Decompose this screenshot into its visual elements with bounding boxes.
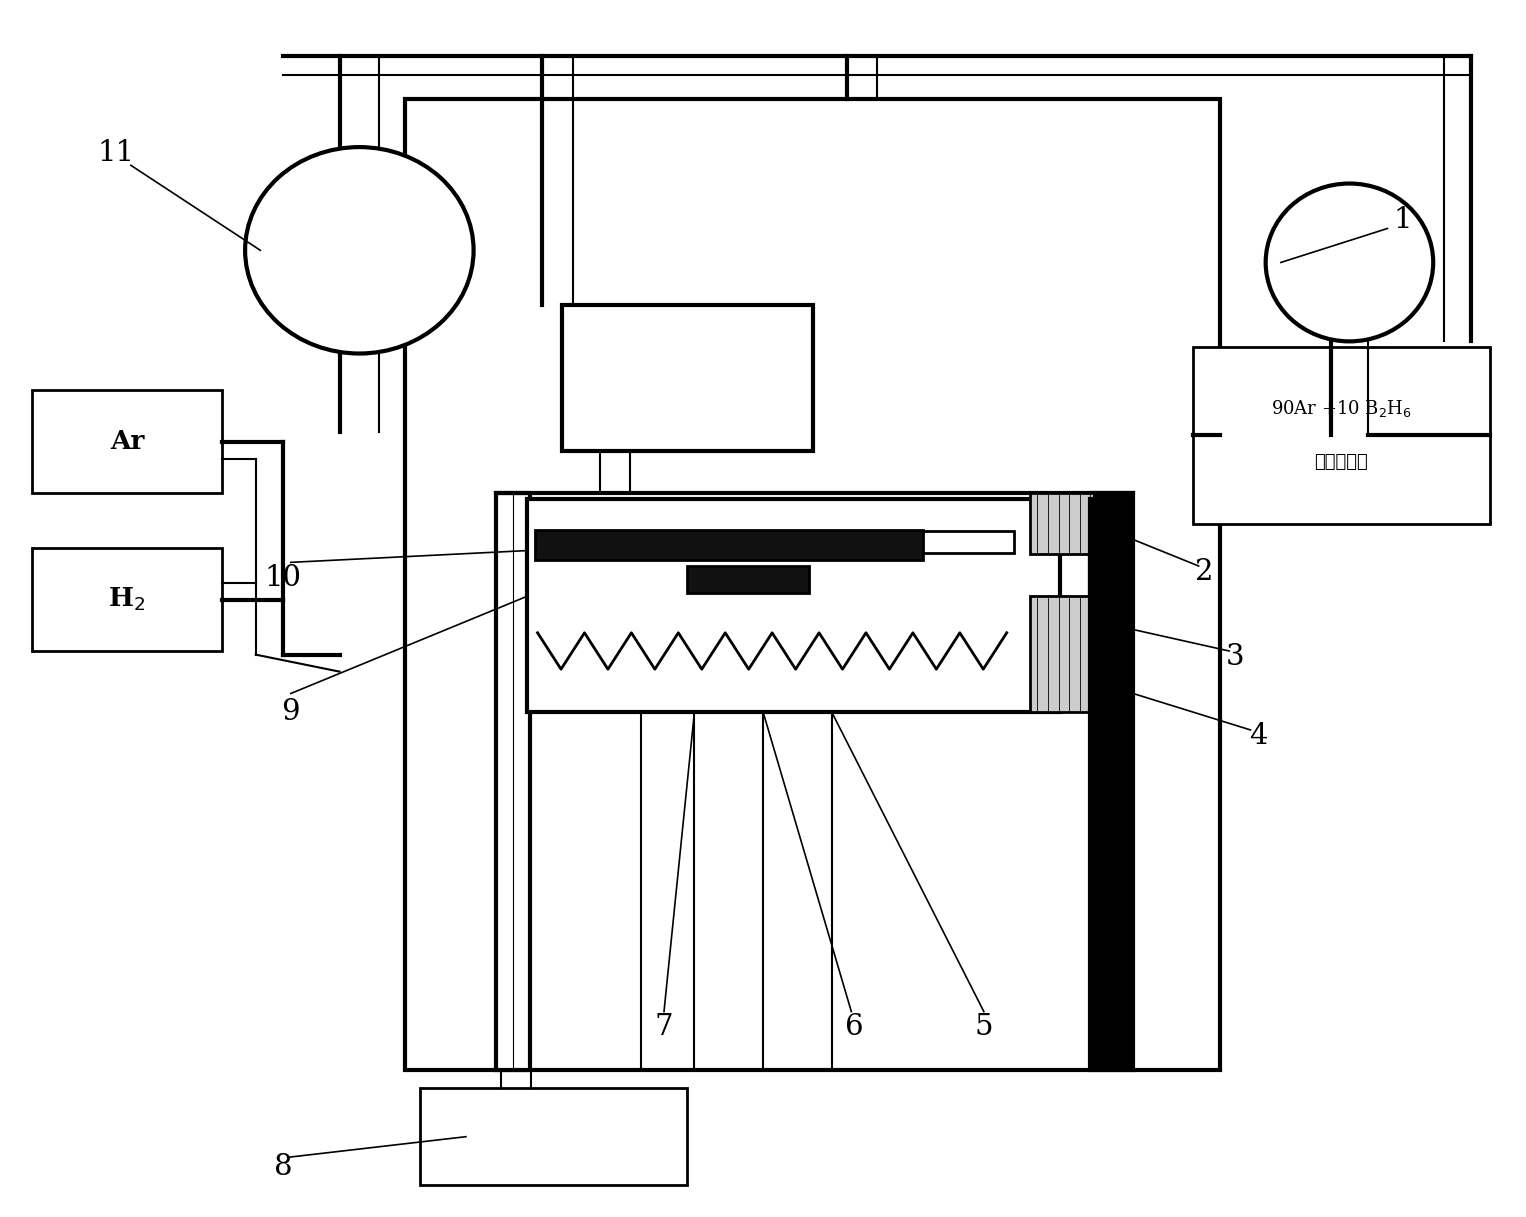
FancyBboxPatch shape	[562, 305, 813, 450]
Text: 1: 1	[1393, 206, 1412, 234]
Text: （体积比）: （体积比）	[1314, 453, 1367, 471]
Text: H$_2$: H$_2$	[108, 585, 145, 613]
Text: 9: 9	[281, 697, 301, 725]
Text: 7: 7	[655, 1014, 673, 1042]
Text: 11: 11	[98, 139, 134, 167]
Ellipse shape	[1265, 184, 1433, 342]
Text: 10: 10	[264, 565, 302, 593]
Text: 3: 3	[1225, 643, 1245, 671]
FancyBboxPatch shape	[1091, 499, 1131, 712]
FancyBboxPatch shape	[1030, 493, 1094, 554]
FancyBboxPatch shape	[923, 531, 1015, 553]
Text: 8: 8	[273, 1152, 293, 1180]
FancyBboxPatch shape	[404, 99, 1219, 1070]
FancyBboxPatch shape	[526, 499, 1061, 712]
FancyBboxPatch shape	[687, 566, 809, 593]
Text: 5: 5	[975, 1014, 993, 1042]
FancyBboxPatch shape	[32, 548, 223, 651]
FancyBboxPatch shape	[1030, 596, 1094, 712]
Text: 90Ar +10 B$_2$H$_6$: 90Ar +10 B$_2$H$_6$	[1271, 398, 1412, 420]
Text: Ar: Ar	[110, 430, 145, 454]
Text: 6: 6	[845, 1014, 864, 1042]
FancyBboxPatch shape	[420, 1088, 687, 1185]
Ellipse shape	[246, 147, 473, 353]
FancyBboxPatch shape	[1192, 347, 1489, 523]
FancyBboxPatch shape	[496, 493, 530, 1070]
FancyBboxPatch shape	[1091, 493, 1134, 1070]
Text: 4: 4	[1248, 722, 1267, 750]
FancyBboxPatch shape	[32, 389, 223, 493]
FancyBboxPatch shape	[534, 529, 923, 560]
Text: 2: 2	[1195, 559, 1215, 587]
